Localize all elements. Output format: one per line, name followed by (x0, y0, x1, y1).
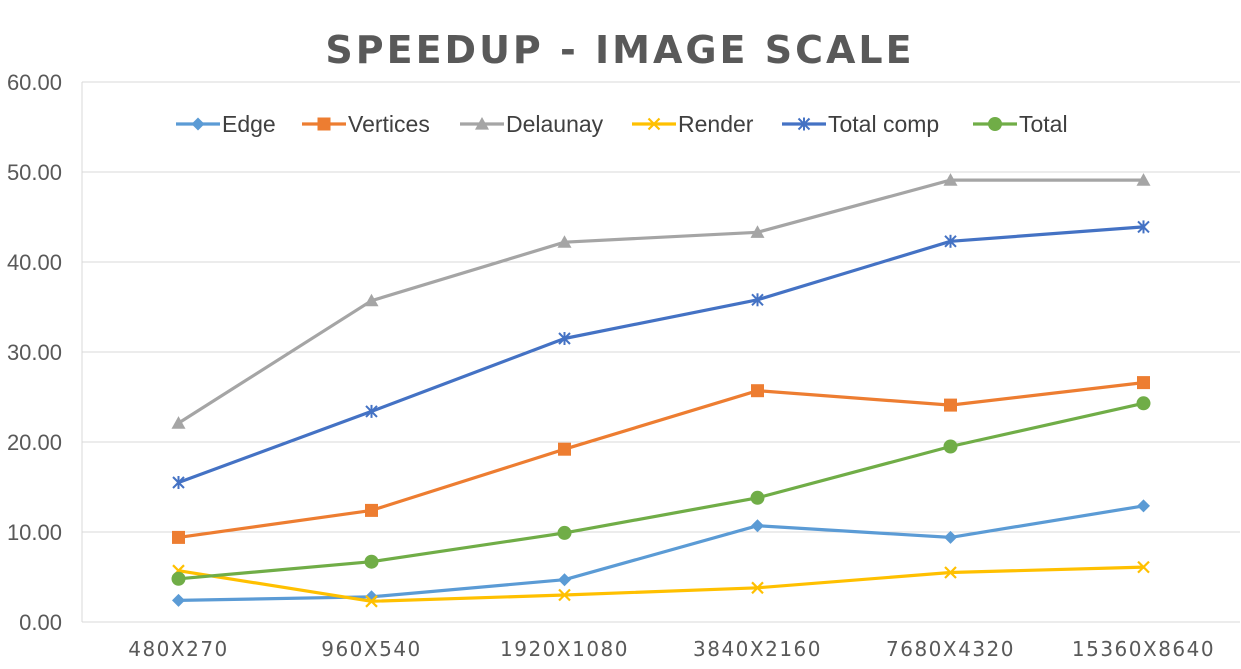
series-line (179, 227, 1144, 483)
y-tick-label: 0.00 (19, 610, 62, 635)
y-tick-label: 60.00 (7, 70, 62, 95)
series-total-comp (173, 220, 1149, 489)
legend-label: Edge (222, 111, 276, 137)
legend-label: Vertices (348, 111, 430, 137)
series-line (179, 180, 1144, 423)
y-tick-label: 10.00 (7, 520, 62, 545)
data-point (558, 573, 571, 586)
legend-item: Vertices (302, 111, 430, 137)
data-point (751, 384, 764, 397)
y-axis-tick-labels: 0.00 10.00 20.00 30.00 40.00 50.00 60.00 (7, 70, 62, 635)
legend-label: Total (1019, 111, 1068, 137)
data-point (1137, 376, 1150, 389)
y-tick-label: 20.00 (7, 430, 62, 455)
legend-item: Delaunay (460, 111, 604, 137)
data-point (172, 416, 186, 429)
x-tick-label: 1920X1080 (500, 637, 629, 661)
y-tick-label: 30.00 (7, 340, 62, 365)
legend-label: Delaunay (506, 111, 604, 137)
x-axis-tick-labels: 480X270 960X540 1920X1080 3840X2160 7680X432… (128, 637, 1215, 661)
x-tick-label: 960X540 (321, 637, 422, 661)
data-point (944, 531, 957, 544)
x-tick-label: 3840X2160 (693, 637, 822, 661)
data-point (751, 519, 764, 532)
data-point (558, 443, 571, 456)
legend-marker (192, 118, 205, 131)
series-render (173, 562, 1149, 607)
legend-label: Render (678, 111, 754, 137)
gridlines (82, 82, 1240, 622)
data-point (944, 399, 957, 412)
data-point (365, 555, 379, 569)
legend-item: Total comp (782, 111, 939, 137)
data-point (751, 491, 765, 505)
series-delaunay (172, 173, 1151, 429)
chart-title: SPEEDUP - IMAGE SCALE (325, 28, 914, 72)
y-tick-label: 50.00 (7, 160, 62, 185)
x-tick-label: 15360X8640 (1072, 637, 1215, 661)
data-point (558, 526, 572, 540)
series-total (172, 396, 1151, 586)
legend-item: Render (632, 111, 754, 137)
series-vertices (172, 376, 1150, 544)
x-tick-label: 480X270 (128, 637, 229, 661)
legend-item: Total (973, 111, 1068, 137)
y-tick-label: 40.00 (7, 250, 62, 275)
legend-label: Total comp (828, 111, 939, 137)
data-point (1137, 499, 1150, 512)
data-point (1137, 396, 1151, 410)
legend-item: Edge (176, 111, 276, 137)
series-line (179, 506, 1144, 601)
data-point (172, 572, 186, 586)
series-group (172, 173, 1151, 607)
data-point (944, 440, 958, 454)
legend: Edge Vertices Delaunay Render Total comp Tota… (176, 111, 1068, 137)
data-point (365, 504, 378, 517)
data-point (172, 594, 185, 607)
x-tick-label: 7680X4320 (886, 637, 1015, 661)
legend-marker (318, 118, 331, 131)
data-point (172, 531, 185, 544)
legend-marker (988, 117, 1002, 131)
